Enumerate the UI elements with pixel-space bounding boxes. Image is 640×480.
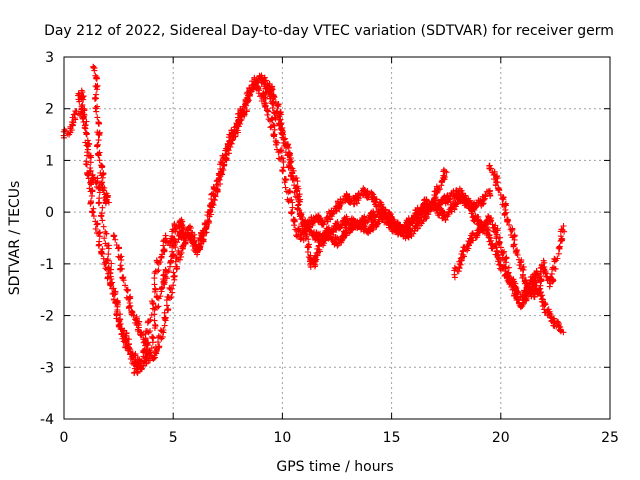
y-tick-label: -1: [40, 257, 54, 273]
y-tick-label: 3: [45, 50, 54, 66]
satellite-track-6: [307, 166, 450, 271]
grid-layer: [64, 57, 610, 419]
y-tick-label: 0: [45, 205, 54, 221]
satellite-track-3: [90, 63, 112, 207]
y-tick-label: -4: [40, 412, 54, 428]
data-point-marker: [307, 166, 450, 271]
data-point-marker: [90, 63, 112, 207]
tick-layer: 0 5 10 15 20 25 -4 -3 -2 -1 0 1 2 3: [40, 50, 619, 446]
y-tick-label: -2: [40, 309, 54, 325]
x-axis-label: GPS time / hours: [276, 459, 393, 475]
y-tick-label: 1: [45, 153, 54, 169]
chart-title: Day 212 of 2022, Sidereal Day-to-day VTE…: [44, 23, 614, 39]
data-point-marker: [261, 74, 567, 336]
satellite-track-8: [486, 162, 547, 300]
y-tick-label: 2: [45, 102, 54, 118]
y-axis-label: SDTVAR / TECUs: [7, 181, 23, 296]
x-tick-label: 25: [601, 430, 619, 446]
x-tick-label: 0: [60, 430, 69, 446]
satellite-track-5: [261, 74, 567, 336]
y-tick-label: -3: [40, 360, 54, 376]
x-tick-label: 20: [492, 430, 510, 446]
data-point-marker: [486, 162, 547, 300]
plot-frame: [63, 56, 611, 420]
x-tick-label: 5: [169, 430, 178, 446]
x-tick-label: 10: [273, 430, 291, 446]
data-layer: [60, 63, 568, 377]
x-tick-label: 15: [383, 430, 401, 446]
